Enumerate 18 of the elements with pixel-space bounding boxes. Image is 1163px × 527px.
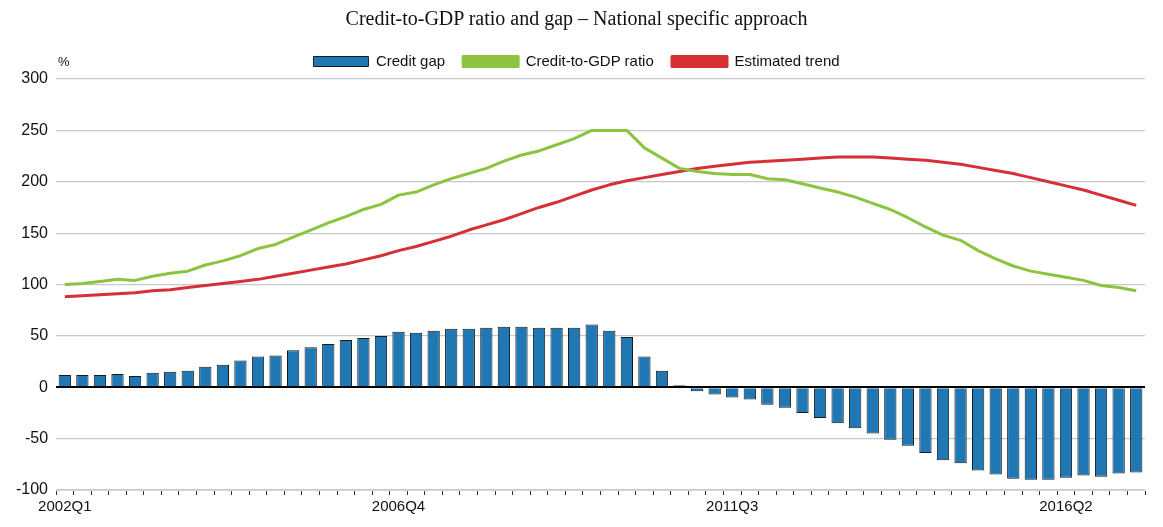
x-tick-label: 2006Q4 — [371, 497, 426, 515]
y-tick-label: 300 — [21, 69, 49, 87]
legend-label: Credit gap — [375, 51, 446, 69]
x-tick-label: 2002Q1 — [38, 497, 92, 515]
legend-label: Estimated trend — [734, 51, 840, 69]
y-tick-label: -50 — [24, 429, 49, 447]
y-tick-label: -100 — [15, 480, 49, 498]
chart-title: Credit-to-GDP ratio and gap – National specific approach — [345, 7, 808, 31]
x-tick-label: 2016Q2 — [1039, 497, 1093, 515]
y-tick-label: 0 — [39, 377, 49, 395]
y-tick-label: 200 — [21, 172, 49, 190]
y-axis-title: % — [58, 54, 71, 70]
y-tick-label: 150 — [21, 223, 49, 241]
legend-label: Credit-to-GDP ratio — [525, 51, 654, 69]
x-tick-label: 2011Q3 — [706, 497, 759, 515]
y-tick-label: 50 — [30, 326, 49, 344]
y-tick-label: 100 — [21, 274, 49, 292]
y-tick-label: 250 — [21, 120, 49, 138]
